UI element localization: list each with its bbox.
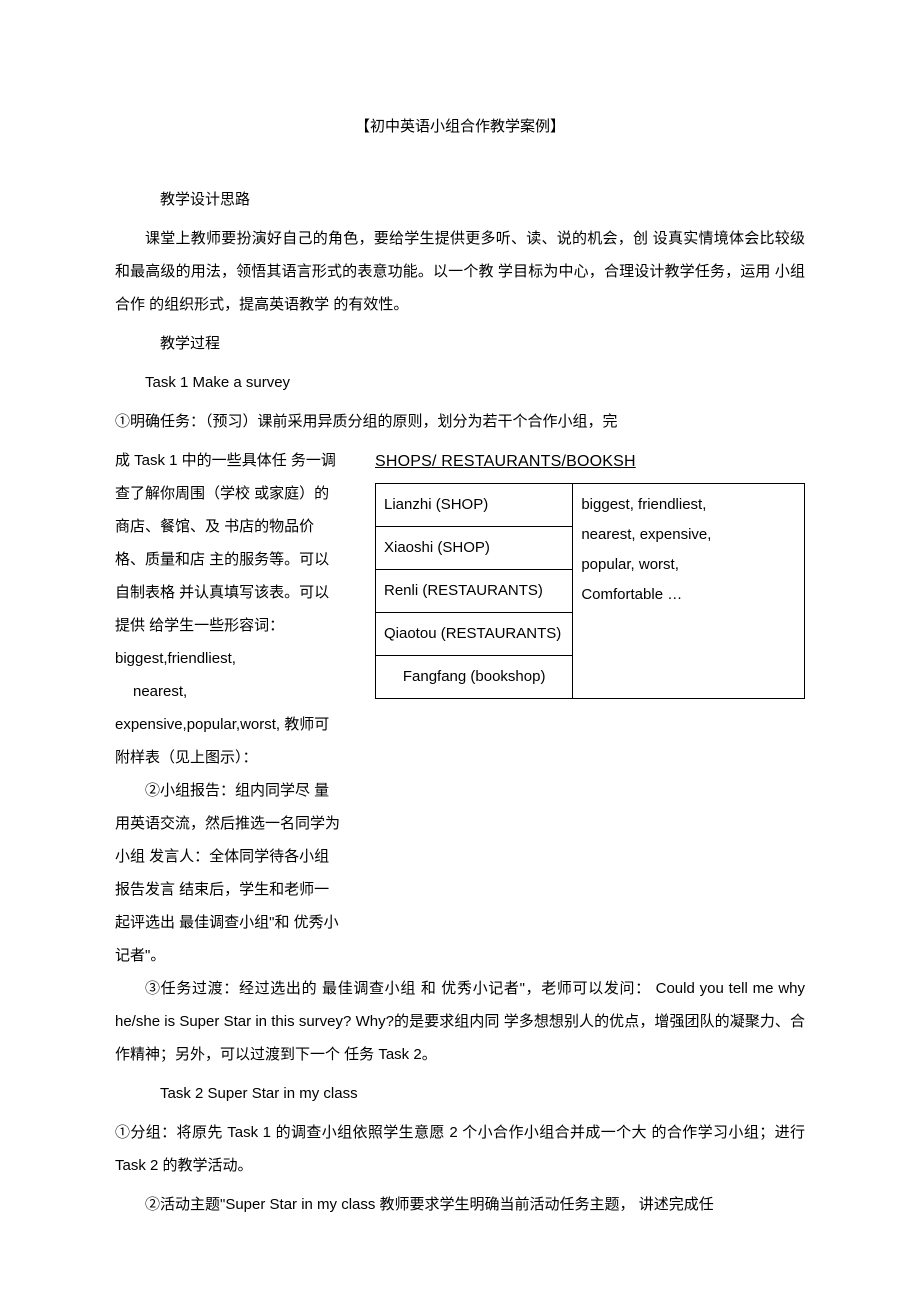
task2-p1: ①分组：将原先 Task 1 的调查小组依照学生意愿 2 个小合作小组合并成一个… (115, 1116, 805, 1182)
task1-left-1: 成 Task 1 中的一些具体任 务一调查了解你周围（学校 或家庭）的商店、餐馆… (115, 444, 343, 675)
doc-title: 【初中英语小组合作教学案例】 (115, 110, 805, 143)
cell-shop-1: Lianzhi (SHOP) (376, 484, 573, 527)
task1-p3: ③任务过渡：经过选出的 最佳调查小组 和 优秀小记者"，老师可以发问： Coul… (115, 972, 805, 1071)
task1-p1: ①明确任务：（预习）课前采用异质分组的原则，划分为若干个合作小组，完 (115, 405, 805, 438)
right-column: SHOPS/ RESTAURANTS/BOOKSH Lianzhi (SHOP)… (375, 444, 805, 699)
heading-design: 教学设计思路 (115, 183, 805, 216)
cell-shop-5: Fangfang (bookshop) (376, 656, 573, 699)
cell-shop-3: Renli (RESTAURANTS) (376, 570, 573, 613)
table-row: Lianzhi (SHOP) biggest, friendliest, nea… (376, 484, 805, 527)
left-column: 成 Task 1 中的一些具体任 务一调查了解你周围（学校 或家庭）的商店、餐馆… (115, 444, 355, 972)
task1-left-3: expensive,popular,worst, 教师可附样表（见上图示）： (115, 708, 343, 774)
task1-left-2: nearest, (115, 675, 343, 708)
heading-task2: Task 2 Super Star in my class (115, 1077, 805, 1110)
cell-adjectives: biggest, friendliest, nearest, expensive… (573, 484, 745, 699)
two-column-region: 成 Task 1 中的一些具体任 务一调查了解你周围（学校 或家庭）的商店、餐馆… (115, 444, 805, 972)
survey-table: Lianzhi (SHOP) biggest, friendliest, nea… (375, 483, 805, 699)
cell-empty-right (744, 484, 804, 699)
task2-p2: ②活动主题"Super Star in my class 教师要求学生明确当前活… (115, 1188, 805, 1221)
heading-task1: Task 1 Make a survey (115, 366, 805, 399)
heading-process: 教学过程 (115, 327, 805, 360)
cell-shop-2: Xiaoshi (SHOP) (376, 527, 573, 570)
task1-left-4: ②小组报告：组内同学尽 量用英语交流，然后推选一名同学为小组 发言人：全体同学待… (115, 774, 343, 972)
table-title: SHOPS/ RESTAURANTS/BOOKSH (375, 444, 805, 479)
design-body: 课堂上教师要扮演好自己的角色，要给学生提供更多听、读、说的机会，创 设真实情境体… (115, 222, 805, 321)
cell-shop-4: Qiaotou (RESTAURANTS) (376, 613, 573, 656)
